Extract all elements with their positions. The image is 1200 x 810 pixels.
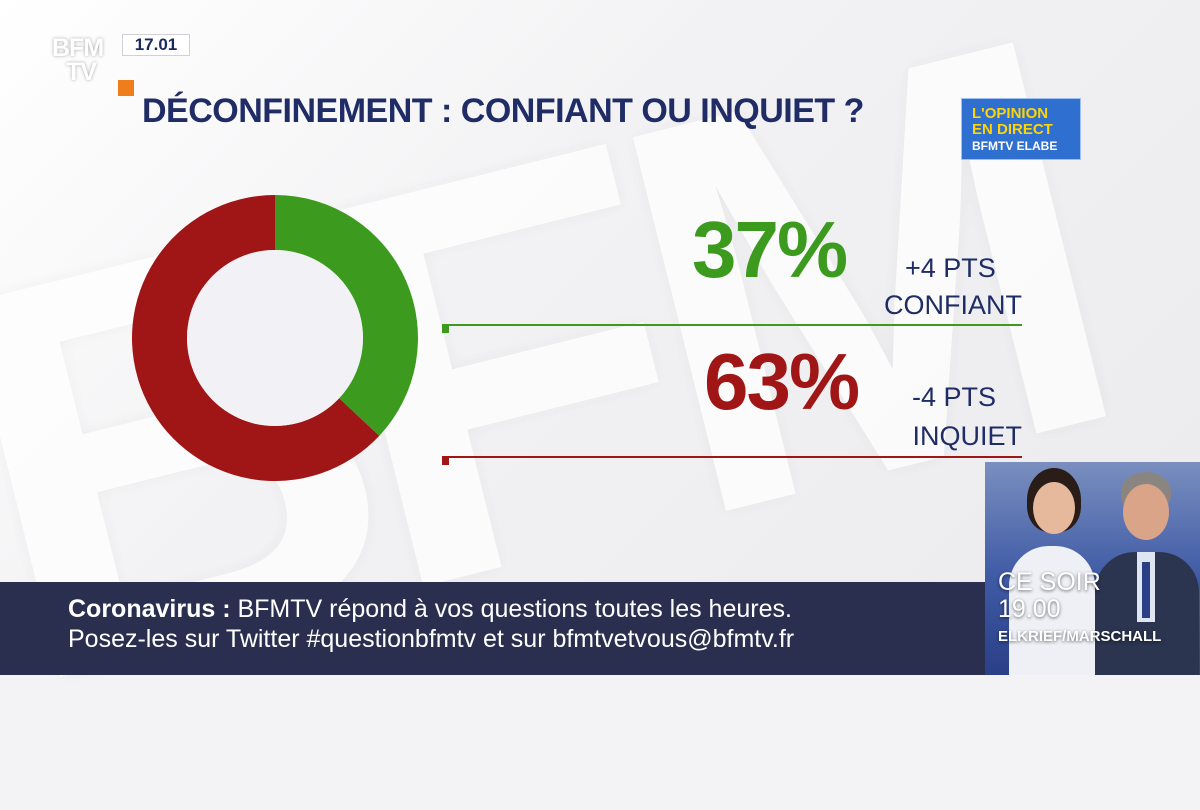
divider-marker-confiant: [442, 325, 449, 333]
donut-chart: [132, 195, 419, 481]
show-promo: [985, 462, 1200, 675]
category-label-confiant: CONFIANT: [884, 290, 1022, 320]
chart-title: DÉCONFINEMENT : CONFIANT OU INQUIET ?: [142, 92, 864, 130]
donut-slice-inquiet: [132, 195, 380, 481]
ticker-line1: Coronavirus : BFMTV répond à vos questio…: [68, 595, 792, 624]
logo-text-tv: TV: [66, 58, 97, 86]
ticker-topic: Coronavirus :: [68, 595, 231, 623]
value-label-inquiet: 63%: [704, 337, 860, 426]
presenter-photo-woman: [1005, 468, 1097, 675]
ticker-line2: Posez-les sur Twitter #questionbfmtv et …: [68, 625, 795, 653]
promo-label-tonight: CE SOIR: [998, 568, 1101, 596]
badge-line2: EN DIRECT: [972, 121, 1053, 138]
donut-slice-confiant: [275, 195, 419, 436]
opinion-badge: L'OPINION EN DIRECT BFMTV ELABE: [961, 98, 1081, 160]
promo-time: 19.00: [998, 595, 1061, 623]
value-label-confiant: 37%: [692, 205, 848, 294]
ticker-line1-text: BFMTV répond à vos questions toutes les …: [230, 595, 792, 623]
logo-orange-square: [118, 80, 134, 96]
badge-line3: BFMTV ELABE: [972, 139, 1058, 153]
promo-show-name: ELKRIEF/MARSCHALL: [998, 628, 1162, 645]
donut-hole: [187, 250, 363, 426]
badge-line1: L'OPINION: [972, 105, 1049, 122]
category-label-inquiet: INQUIET: [912, 421, 1022, 451]
divider-inquiet: [442, 456, 1022, 458]
divider-confiant: [442, 324, 1022, 326]
divider-marker-inquiet: [442, 457, 449, 465]
change-label-confiant: +4 PTS: [905, 253, 996, 283]
clock: 17.01: [122, 34, 190, 56]
presenter-photo-man: [1089, 472, 1199, 675]
channel-logo: BFM TV: [52, 34, 138, 98]
change-label-inquiet: -4 PTS: [912, 382, 997, 412]
logo-text-bfm: BFM: [52, 34, 104, 62]
